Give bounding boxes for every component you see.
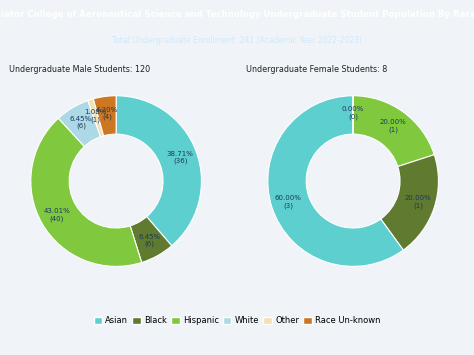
Text: 60.00%
(3): 60.00% (3) [275, 195, 301, 209]
Text: 20.00%
(1): 20.00% (1) [380, 119, 407, 132]
Text: Undergraduate Female Students: 8: Undergraduate Female Students: 8 [246, 65, 388, 73]
Wedge shape [381, 155, 438, 250]
Text: 4.30%
(4): 4.30% (4) [96, 106, 118, 120]
Text: Total Undergraduate Enrollment: 241 (Academic Year 2022-2023): Total Undergraduate Enrollment: 241 (Aca… [112, 36, 362, 45]
Wedge shape [93, 96, 116, 136]
Wedge shape [353, 96, 434, 166]
Wedge shape [268, 96, 403, 266]
Wedge shape [116, 96, 201, 246]
Text: 38.71%
(36): 38.71% (36) [167, 151, 193, 164]
Text: 6.45%
(6): 6.45% (6) [70, 116, 92, 129]
Wedge shape [88, 99, 104, 137]
Text: 43.01%
(40): 43.01% (40) [44, 208, 71, 222]
Wedge shape [58, 100, 100, 147]
Text: Undergraduate Male Students: 120: Undergraduate Male Students: 120 [9, 65, 151, 73]
Wedge shape [31, 118, 142, 266]
Legend: Asian, Black, Hispanic, White, Other, Race Un-known: Asian, Black, Hispanic, White, Other, Ra… [91, 314, 383, 328]
Text: Aviator College of Aeronautical Science and Technology Undergraduate Student Pop: Aviator College of Aeronautical Science … [0, 10, 474, 19]
Wedge shape [130, 217, 172, 262]
Text: 1.08%
(1): 1.08% (1) [84, 109, 107, 123]
Text: 0.00%
(0): 0.00% (0) [342, 106, 365, 120]
Text: 6.45%
(6): 6.45% (6) [138, 234, 160, 247]
Text: 20.00%
(1): 20.00% (1) [405, 195, 431, 209]
